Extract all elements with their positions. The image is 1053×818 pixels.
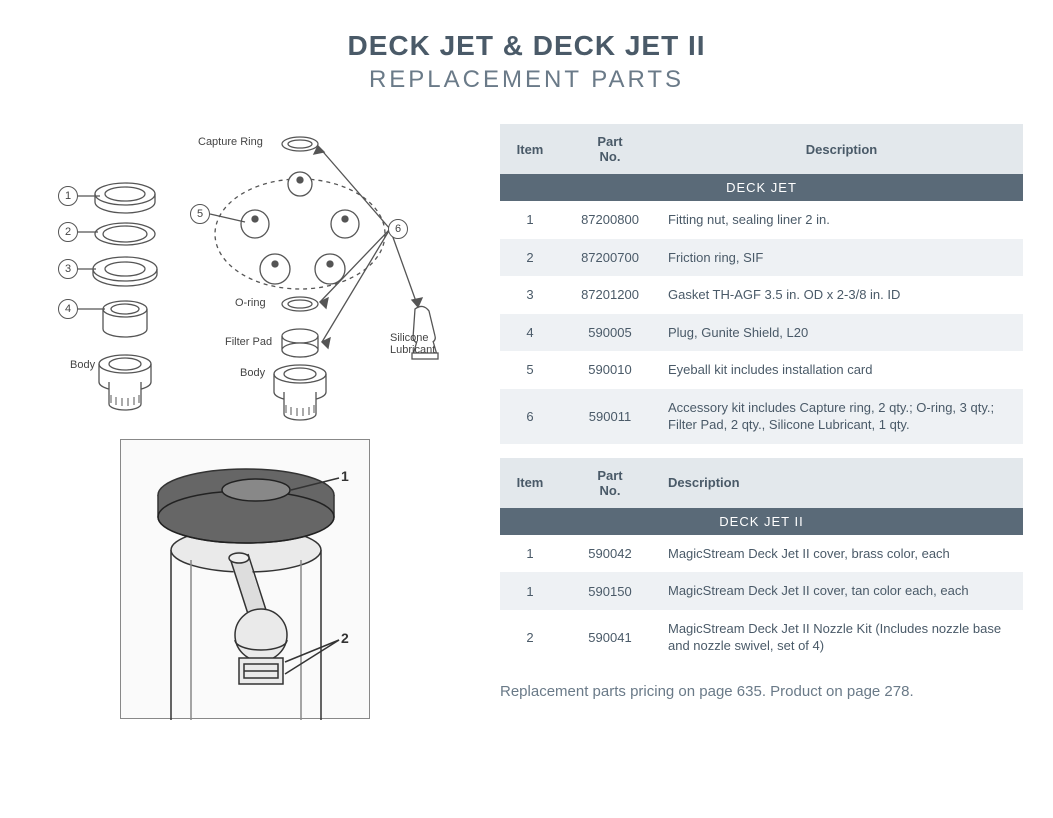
callout-5: 5 — [190, 204, 210, 224]
label-silicone: Silicone Lubricant — [390, 332, 435, 356]
callout-6: 6 — [388, 219, 408, 239]
t1-head-part: Part No. — [560, 124, 660, 174]
t1-head-desc: Description — [660, 124, 1023, 174]
table-row: 1 590042 MagicStream Deck Jet II cover, … — [500, 535, 1023, 573]
parts-table-1: Item Part No. Description DECK JET 1 872… — [500, 124, 1023, 444]
label-filter-pad: Filter Pad — [225, 336, 272, 348]
d2-callout-1: 1 — [341, 468, 349, 484]
label-capture-ring: Capture Ring — [198, 136, 263, 148]
callout-4: 4 — [58, 299, 78, 319]
deckjet2-diagram: 1 2 — [120, 439, 370, 719]
table-row: 6 590011 Accessory kit includes Capture … — [500, 389, 1023, 444]
page-title-sub: REPLACEMENT PARTS — [0, 66, 1053, 94]
t2-section: DECK JET II — [500, 508, 1023, 535]
footer-note: Replacement parts pricing on page 635. P… — [500, 683, 1023, 700]
table-row: 3 87201200 Gasket TH-AGF 3.5 in. OD x 2-… — [500, 276, 1023, 314]
table-row: 1 87200800 Fitting nut, sealing liner 2 … — [500, 201, 1023, 239]
label-body-left: Body — [70, 359, 95, 371]
callout-2: 2 — [58, 222, 78, 242]
t2-head-part: Part No. — [560, 458, 660, 508]
t2-head-item: Item — [500, 458, 560, 508]
d2-callout-2: 2 — [341, 630, 349, 646]
page-title-main: DECK JET & DECK JET II — [0, 30, 1053, 62]
label-o-ring: O-ring — [235, 297, 266, 309]
table-row: 2 590041 MagicStream Deck Jet II Nozzle … — [500, 610, 1023, 665]
parts-table-2: Item Part No. Description DECK JET II 1 … — [500, 458, 1023, 665]
callout-3: 3 — [58, 259, 78, 279]
table-row: 2 87200700 Friction ring, SIF — [500, 239, 1023, 277]
label-body-right: Body — [240, 367, 265, 379]
table-row: 1 590150 MagicStream Deck Jet II cover, … — [500, 572, 1023, 610]
t1-head-item: Item — [500, 124, 560, 174]
t1-section: DECK JET — [500, 174, 1023, 201]
table-row: 5 590010 Eyeball kit includes installati… — [500, 351, 1023, 389]
callout-1: 1 — [58, 186, 78, 206]
t2-head-desc: Description — [660, 458, 1023, 508]
table-row: 4 590005 Plug, Gunite Shield, L20 — [500, 314, 1023, 352]
exploded-diagram: 1 2 3 4 5 6 Capture Ring O-ring Filter P… — [30, 124, 450, 434]
